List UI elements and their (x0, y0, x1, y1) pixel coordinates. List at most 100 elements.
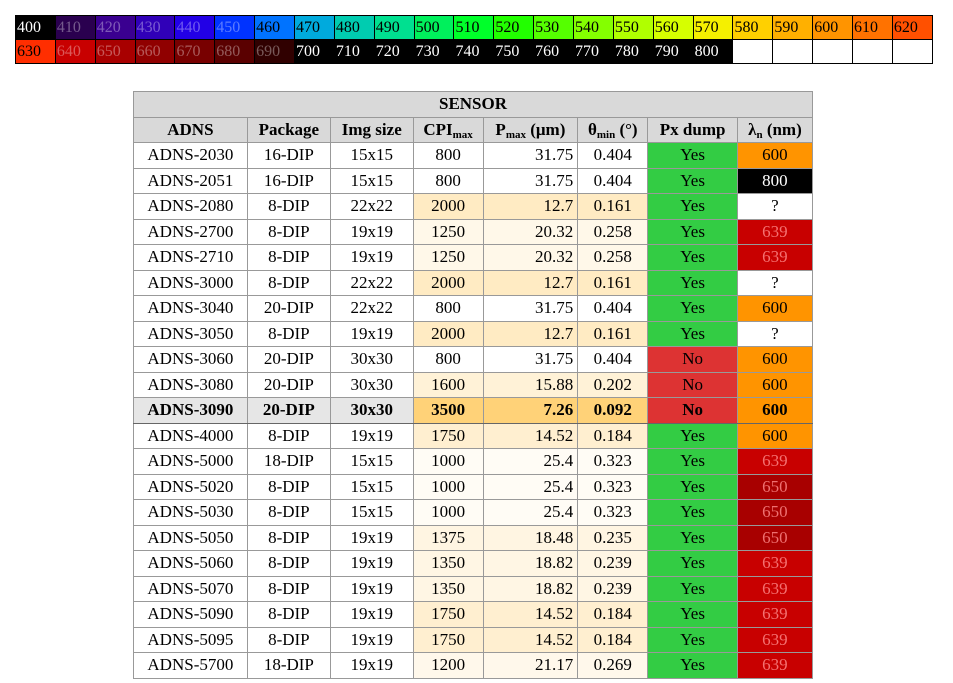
empty-cell (812, 39, 854, 64)
img-size-cell: 19x19 (329, 320, 414, 347)
model-cell: ADNS-2710 (133, 244, 248, 271)
table-title: SENSOR (133, 91, 813, 118)
lambda-cell: 800 (736, 167, 814, 194)
package-cell: 8-DIP (246, 550, 331, 577)
package-cell: 20-DIP (246, 397, 331, 424)
theta-min-cell: 0.258 (577, 218, 649, 245)
empty-cell (732, 39, 774, 64)
wavelength-cell: 750 (493, 39, 535, 64)
lambda-cell: 650 (736, 473, 814, 500)
p-max-cell: 12.7 (482, 269, 579, 296)
px-dump-cell: Yes (647, 218, 738, 245)
p-max-cell: 31.75 (482, 167, 579, 194)
cpi-max-cell: 2000 (412, 320, 484, 347)
px-dump-cell: Yes (647, 575, 738, 602)
wavelength-cell: 510 (453, 15, 495, 40)
header-main: λ (748, 119, 757, 139)
theta-min-cell: 0.161 (577, 269, 649, 296)
package-cell: 8-DIP (246, 193, 331, 220)
wavelength-cell: 660 (134, 39, 176, 64)
lambda-cell: ? (736, 320, 814, 347)
theta-min-cell: 0.323 (577, 448, 649, 475)
p-max-cell: 31.75 (482, 295, 579, 322)
cpi-max-cell: 1000 (412, 448, 484, 475)
cpi-max-cell: 1350 (412, 575, 484, 602)
strip-row: 400 410 420 430 440 450 460 470 480 490 500 510 520 5… (15, 15, 934, 40)
wavelength-cell: 450 (214, 15, 256, 40)
empty-cell (772, 39, 814, 64)
px-dump-cell: Yes (647, 499, 738, 526)
img-size-cell: 15x15 (329, 167, 414, 194)
img-size-cell: 19x19 (329, 218, 414, 245)
p-max-cell: 20.32 (482, 244, 579, 271)
wavelength-cell: 500 (413, 15, 455, 40)
wavelength-cell: 610 (852, 15, 893, 40)
model-cell: ADNS-3040 (133, 295, 248, 322)
wavelength-cell: 420 (94, 15, 136, 40)
cpi-max-cell: 800 (412, 346, 484, 373)
wavelength-cell: 760 (533, 39, 575, 64)
cpi-max-cell: 1250 (412, 244, 484, 271)
cpi-max-cell: 1000 (412, 473, 484, 500)
theta-min-cell: 0.235 (577, 524, 649, 551)
px-dump-cell: Yes (647, 269, 738, 296)
p-max-cell: 15.88 (482, 371, 579, 398)
img-size-cell: 19x19 (329, 524, 414, 551)
theta-min-cell: 0.404 (577, 142, 649, 169)
wavelength-cell: 700 (294, 39, 335, 64)
wavelength-cell: 400 (15, 15, 56, 40)
wavelength-cell: 530 (533, 15, 575, 40)
lambda-cell: 639 (736, 550, 814, 577)
model-cell: ADNS-3060 (133, 346, 248, 373)
img-size-cell: 19x19 (329, 601, 414, 628)
theta-min-cell: 0.184 (577, 601, 649, 628)
cpi-max-cell: 1750 (412, 601, 484, 628)
wavelength-cell: 600 (812, 15, 854, 40)
lambda-cell: 639 (736, 218, 814, 245)
px-dump-cell: Yes (647, 193, 738, 220)
img-size-cell: 15x15 (329, 142, 414, 169)
p-max-cell: 12.7 (482, 193, 579, 220)
p-max-cell: 18.48 (482, 524, 579, 551)
model-cell: ADNS-3000 (133, 269, 248, 296)
cpi-max-cell: 1375 (412, 524, 484, 551)
wavelength-cell: 680 (214, 39, 256, 64)
header-main: CPI (423, 119, 453, 139)
header-main: θ (587, 119, 597, 139)
theta-min-cell: 0.184 (577, 626, 649, 653)
p-max-cell: 31.75 (482, 346, 579, 373)
sensor-row: ADNS-5060 8-DIP 19x19 1350 18.82 0.239 Yes 639 (133, 550, 814, 577)
model-cell: ADNS-3080 (133, 371, 248, 398)
column-header: Img size (329, 116, 414, 143)
model-cell: ADNS-4000 (133, 422, 248, 449)
model-cell: ADNS-3090 (133, 397, 248, 424)
theta-min-cell: 0.092 (577, 397, 649, 424)
column-header: ADNS (133, 116, 248, 143)
sensor-row: ADNS-5050 8-DIP 19x19 1375 18.48 0.235 Yes 650 (133, 524, 814, 551)
cpi-max-cell: 1750 (412, 422, 484, 449)
model-cell: ADNS-5095 (133, 626, 248, 653)
model-cell: ADNS-3050 (133, 320, 248, 347)
sensor-row: ADNS-2080 8-DIP 22x22 2000 12.7 0.161 Yes? (133, 193, 814, 220)
img-size-cell: 19x19 (329, 652, 414, 679)
wavelength-cell: 710 (333, 39, 375, 64)
wavelength-cell: 570 (692, 15, 734, 40)
theta-min-cell: 0.239 (577, 575, 649, 602)
cpi-max-cell: 1600 (412, 371, 484, 398)
title-row: SENSOR (133, 91, 813, 118)
theta-min-cell: 0.323 (577, 473, 649, 500)
img-size-cell: 19x19 (329, 244, 414, 271)
header-suffix: (μm) (525, 119, 566, 139)
header-main: Package (258, 119, 320, 139)
theta-min-cell: 0.404 (577, 295, 649, 322)
wavelength-cell: 730 (413, 39, 455, 64)
img-size-cell: 22x22 (329, 193, 414, 220)
px-dump-cell: Yes (647, 295, 738, 322)
wavelength-cell: 740 (453, 39, 495, 64)
lambda-cell: 639 (736, 626, 814, 653)
lambda-cell: 639 (736, 652, 814, 679)
lambda-cell: 600 (736, 371, 814, 398)
wavelength-cell: 550 (612, 15, 654, 40)
px-dump-cell: Yes (647, 601, 738, 628)
cpi-max-cell: 2000 (412, 193, 484, 220)
